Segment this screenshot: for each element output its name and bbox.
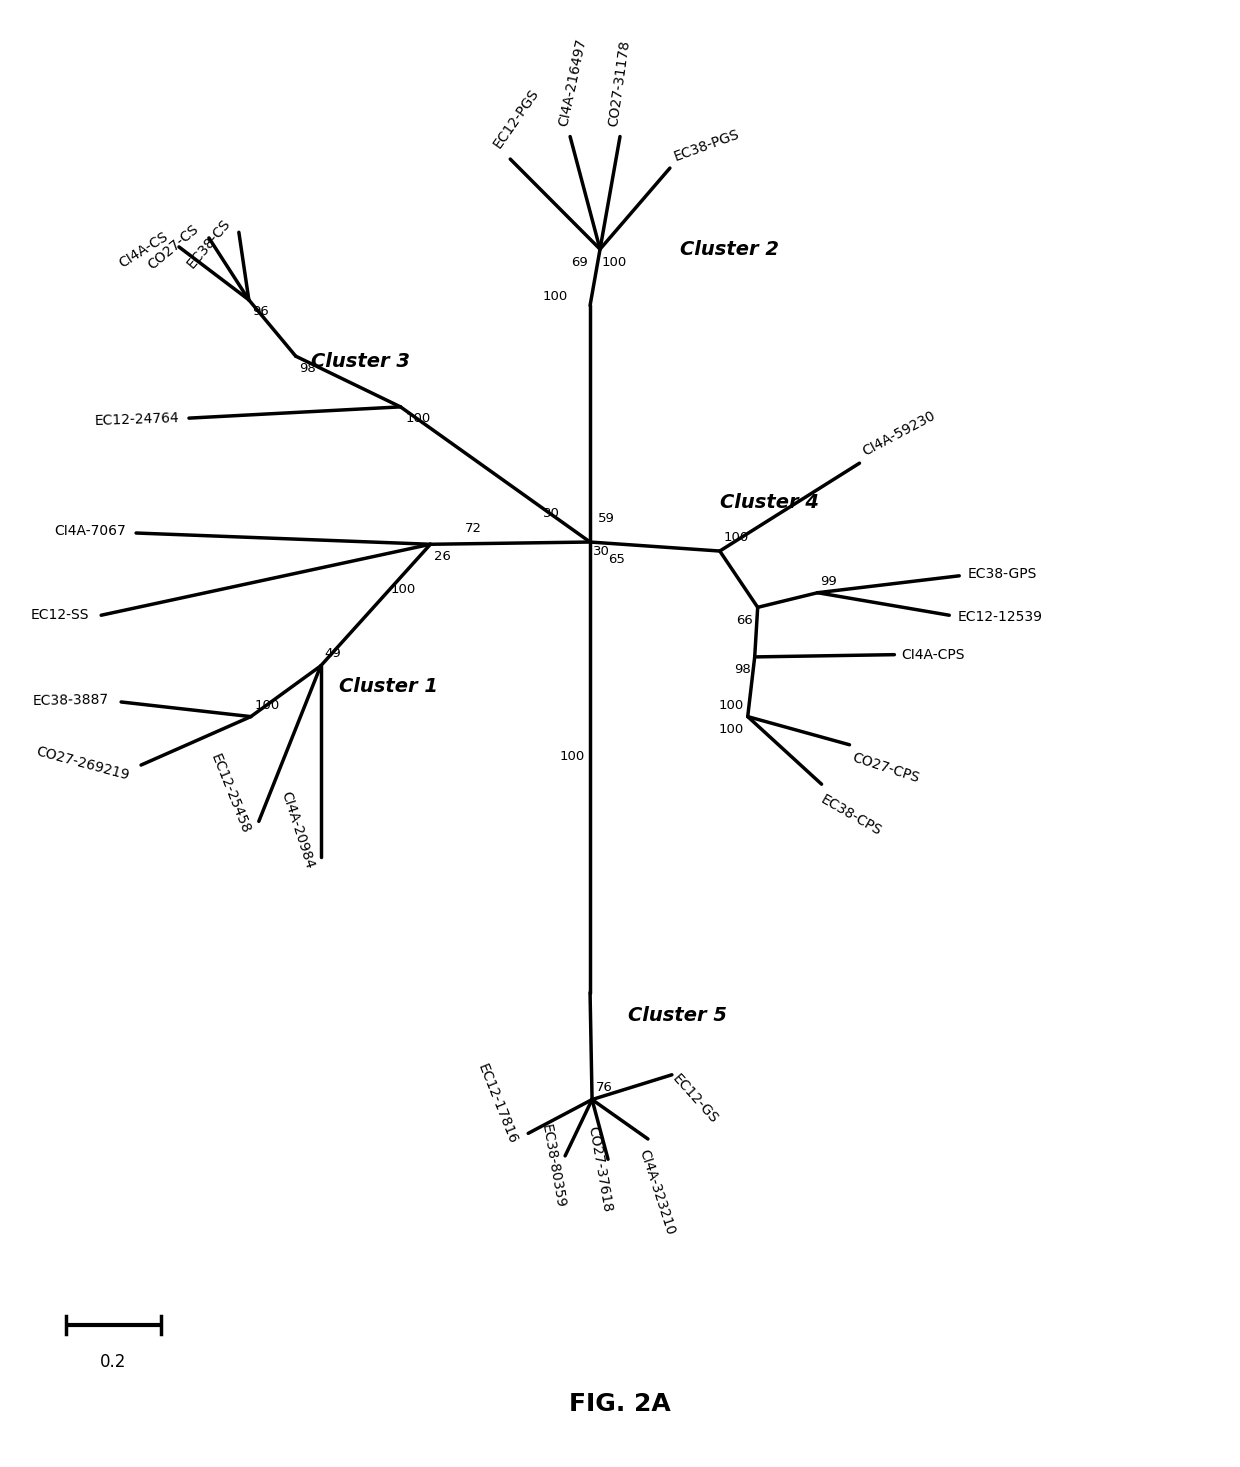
Text: EC12-GS: EC12-GS <box>670 1071 720 1127</box>
Text: EC38-GPS: EC38-GPS <box>967 566 1037 581</box>
Text: 100: 100 <box>543 290 568 304</box>
Text: Cluster 3: Cluster 3 <box>311 352 409 371</box>
Text: 26: 26 <box>434 550 451 563</box>
Text: 96: 96 <box>252 305 269 318</box>
Text: 99: 99 <box>821 575 837 588</box>
Text: CI4A-59230: CI4A-59230 <box>859 408 937 459</box>
Text: EC38-PGS: EC38-PGS <box>672 126 742 164</box>
Text: 100: 100 <box>391 582 415 596</box>
Text: EC38-3887: EC38-3887 <box>32 692 109 709</box>
Text: CO27-37618: CO27-37618 <box>585 1125 615 1213</box>
Text: 49: 49 <box>325 647 341 660</box>
Text: 59: 59 <box>598 512 615 525</box>
Text: 69: 69 <box>572 255 588 268</box>
Text: Cluster 2: Cluster 2 <box>680 239 779 258</box>
Text: 100: 100 <box>559 750 585 763</box>
Text: CO27-269219: CO27-269219 <box>35 745 131 783</box>
Text: 65: 65 <box>608 553 625 566</box>
Text: 66: 66 <box>737 615 753 626</box>
Text: EC12-25458: EC12-25458 <box>208 751 253 836</box>
Text: CI4A-CS: CI4A-CS <box>117 229 171 270</box>
Text: EC12-24764: EC12-24764 <box>94 411 180 428</box>
Text: EC38-CS: EC38-CS <box>184 217 233 271</box>
Text: CI4A-20984: CI4A-20984 <box>279 789 316 871</box>
Text: 100: 100 <box>405 412 430 425</box>
Text: EC38-CPS: EC38-CPS <box>818 792 884 838</box>
Text: EC12-PGS: EC12-PGS <box>491 87 542 151</box>
Text: 98: 98 <box>299 362 315 374</box>
Text: 100: 100 <box>718 700 744 711</box>
Text: 76: 76 <box>596 1081 613 1094</box>
Text: 98: 98 <box>734 663 750 675</box>
Text: CI4A-CPS: CI4A-CPS <box>901 647 965 662</box>
Text: 100: 100 <box>724 531 749 544</box>
Text: Cluster 5: Cluster 5 <box>627 1005 727 1024</box>
Text: 30: 30 <box>543 508 560 521</box>
Text: 30: 30 <box>593 546 610 559</box>
Text: 72: 72 <box>465 522 482 535</box>
Text: EC12-SS: EC12-SS <box>31 609 89 622</box>
Text: FIG. 2A: FIG. 2A <box>569 1392 671 1416</box>
Text: CI4A-323210: CI4A-323210 <box>636 1149 677 1237</box>
Text: 100: 100 <box>254 700 280 711</box>
Text: CI4A-7067: CI4A-7067 <box>55 524 126 538</box>
Text: CI4A-216497: CI4A-216497 <box>557 37 589 128</box>
Text: 0.2: 0.2 <box>100 1353 126 1372</box>
Text: Cluster 1: Cluster 1 <box>339 676 438 695</box>
Text: EC12-12539: EC12-12539 <box>957 610 1043 625</box>
Text: EC12-17816: EC12-17816 <box>475 1062 521 1147</box>
Text: Cluster 4: Cluster 4 <box>719 493 818 512</box>
Text: CO27-CS: CO27-CS <box>145 222 201 271</box>
Text: 100: 100 <box>603 255 627 268</box>
Text: CO27-CPS: CO27-CPS <box>851 751 921 785</box>
Text: EC38-80359: EC38-80359 <box>539 1124 568 1209</box>
Text: 100: 100 <box>718 723 744 736</box>
Text: CO27-31178: CO27-31178 <box>606 40 632 128</box>
